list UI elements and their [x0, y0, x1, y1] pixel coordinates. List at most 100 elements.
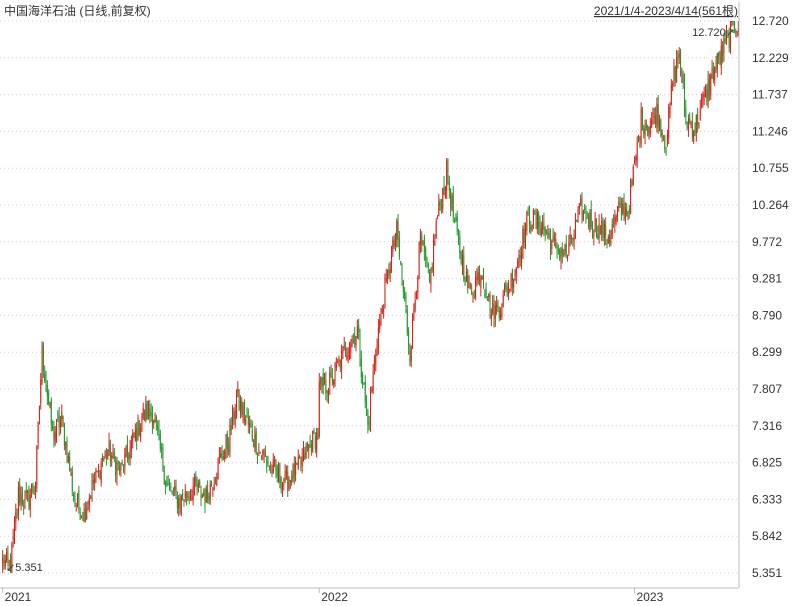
- candle: [588, 212, 590, 230]
- candle-body: [314, 435, 316, 449]
- candle: [380, 307, 382, 326]
- candle-body: [435, 220, 437, 237]
- candle: [468, 275, 470, 289]
- candle-body: [266, 459, 268, 465]
- candle: [736, 30, 738, 38]
- candle-body: [371, 389, 373, 391]
- candle-body: [615, 215, 617, 222]
- candle: [635, 154, 637, 167]
- candle-body: [384, 280, 386, 308]
- candle-body: [260, 456, 262, 458]
- candle-body: [559, 249, 561, 259]
- candle: [431, 262, 433, 273]
- candle-body: [567, 257, 569, 259]
- candle-body: [250, 422, 252, 428]
- candle: [397, 213, 399, 248]
- candle-body: [609, 235, 611, 244]
- candle: [348, 341, 350, 360]
- candle: [44, 365, 46, 383]
- max-price-marker: 12.720↗: [692, 27, 735, 39]
- candle-body: [144, 411, 146, 417]
- candle-body: [145, 403, 147, 421]
- date-range-label[interactable]: 2021/1/4-2023/4/14(561根): [594, 4, 738, 18]
- candle: [423, 234, 425, 261]
- candle: [712, 62, 714, 84]
- candle: [134, 423, 136, 442]
- candle-body: [530, 225, 532, 230]
- candle: [733, 21, 735, 34]
- candle-body: [528, 211, 530, 226]
- candle: [472, 292, 474, 303]
- candle-body: [125, 446, 127, 457]
- candle-body: [496, 304, 498, 308]
- candle: [46, 380, 48, 405]
- chart-title: 中国海洋石油 (日线,前复权): [4, 3, 151, 18]
- candle-body: [377, 327, 379, 349]
- candle: [543, 212, 545, 237]
- candle-body: [329, 373, 331, 387]
- candle-body: [448, 181, 450, 191]
- candle: [191, 489, 193, 501]
- candle: [232, 404, 234, 430]
- candle: [246, 407, 248, 418]
- candle-body: [425, 248, 427, 261]
- candle: [38, 405, 40, 425]
- candle-body: [157, 425, 159, 431]
- candle-body: [254, 434, 256, 448]
- candle: [678, 47, 680, 65]
- candle-body: [343, 345, 345, 348]
- candle-body: [616, 211, 618, 214]
- candle-body: [174, 485, 176, 491]
- candle-body: [542, 223, 544, 230]
- candle: [711, 59, 713, 80]
- candle: [142, 402, 144, 420]
- candle: [63, 422, 65, 451]
- candle-body: [209, 484, 211, 500]
- candle: [95, 467, 97, 484]
- candle: [309, 434, 311, 448]
- candle: [628, 205, 630, 219]
- candle: [107, 449, 109, 460]
- candle: [427, 262, 429, 274]
- grid-layer: [0, 20, 739, 574]
- candle: [154, 412, 156, 423]
- candle: [170, 482, 172, 492]
- candle-body: [632, 166, 634, 185]
- candle: [301, 448, 303, 474]
- candle: [492, 294, 494, 316]
- candle-body: [4, 559, 6, 566]
- candle: [659, 114, 661, 132]
- candle: [540, 221, 542, 238]
- candle-body: [308, 444, 310, 451]
- candle: [368, 415, 370, 431]
- candle: [6, 548, 8, 563]
- candle-body: [234, 410, 236, 421]
- candle-body: [63, 423, 65, 446]
- candle-body: [708, 79, 710, 92]
- candle-body: [569, 234, 571, 240]
- candle: [561, 242, 563, 264]
- candle-body: [200, 488, 202, 498]
- candle: [19, 478, 21, 507]
- candle: [2, 550, 4, 573]
- candle: [358, 318, 360, 340]
- candle: [243, 399, 245, 426]
- candle: [366, 395, 368, 417]
- candle-body: [429, 269, 431, 282]
- candle-body: [548, 232, 550, 238]
- candle: [50, 397, 52, 432]
- candle: [175, 479, 177, 499]
- candle-body: [8, 560, 10, 562]
- candle: [606, 239, 608, 249]
- candle-body: [134, 430, 136, 441]
- candle-body: [54, 431, 56, 442]
- candle-layer: [2, 21, 739, 573]
- candle-body: [366, 401, 368, 412]
- candle: [610, 229, 612, 246]
- candle: [195, 471, 197, 488]
- candle: [42, 341, 44, 378]
- candle-body: [511, 269, 513, 289]
- candle-body: [655, 114, 657, 127]
- candle: [203, 488, 205, 497]
- candle: [415, 290, 417, 300]
